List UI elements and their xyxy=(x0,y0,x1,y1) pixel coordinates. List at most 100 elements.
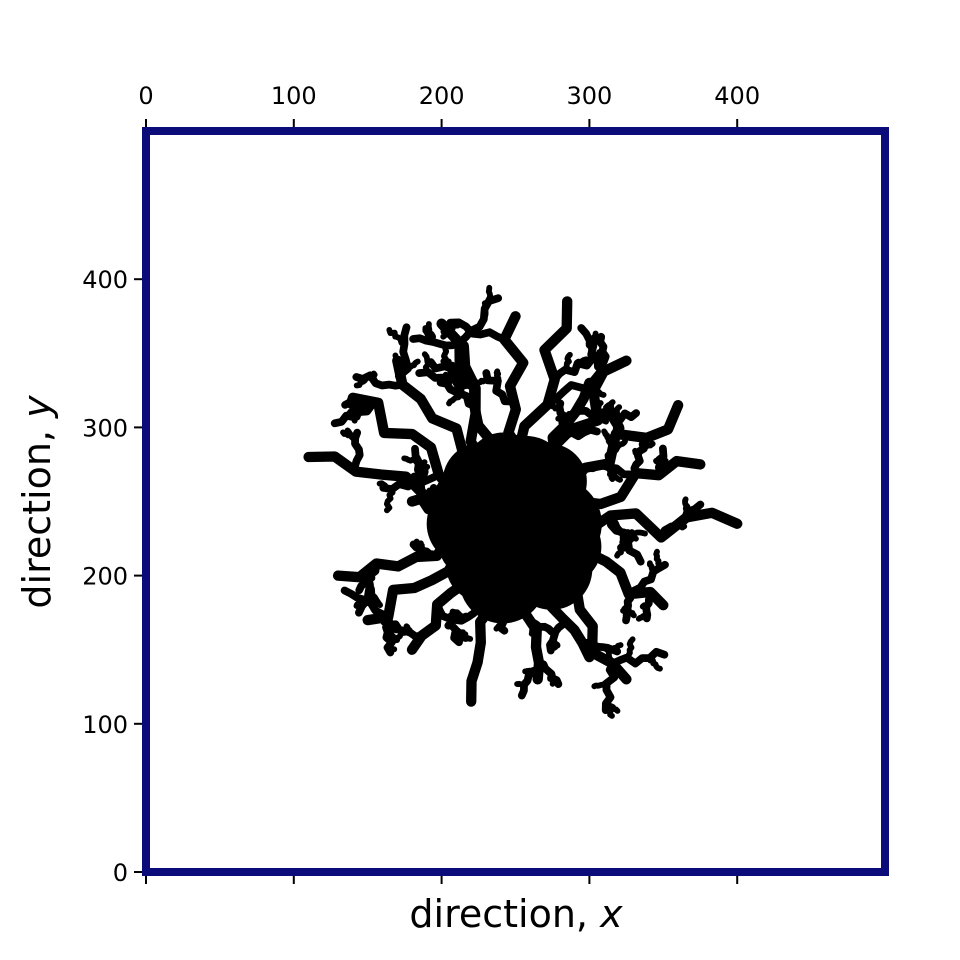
cluster-branch xyxy=(608,647,669,668)
cluster-branch xyxy=(657,500,705,542)
cluster-branch xyxy=(637,611,651,621)
plot-area xyxy=(142,127,889,876)
cluster-branch xyxy=(395,323,412,389)
cluster-branch xyxy=(639,600,652,610)
cluster-branch xyxy=(458,376,466,397)
y-axis-label: direction, y xyxy=(15,395,59,609)
cluster-branch xyxy=(340,586,393,621)
cluster-branch xyxy=(367,585,375,607)
x-axis-ticks: 0 100 200 300 400 xyxy=(138,82,760,884)
y-tick-label: 200 xyxy=(82,563,128,591)
y-axis-ticks: 0 100 200 300 400 xyxy=(82,266,142,887)
cluster-branch xyxy=(458,340,509,487)
cluster-branch xyxy=(347,396,358,409)
cluster-branch xyxy=(602,700,621,714)
cluster-branch xyxy=(370,370,379,387)
cluster-branch xyxy=(529,619,537,634)
x-tick-label: 200 xyxy=(419,82,465,110)
cluster-branch xyxy=(605,464,624,483)
cluster-branch xyxy=(376,480,395,493)
cluster-branch xyxy=(548,670,556,687)
cluster-branch xyxy=(403,623,414,636)
cluster-branch xyxy=(546,614,568,655)
cluster-branch xyxy=(575,355,601,365)
cluster-branch xyxy=(303,451,479,516)
cluster-branch xyxy=(351,409,363,424)
cluster-branch xyxy=(624,606,637,619)
cluster-branch xyxy=(555,415,566,423)
cluster-branch xyxy=(384,644,398,653)
cluster-branch xyxy=(392,352,411,372)
cluster-branch xyxy=(601,428,613,444)
cluster-branch xyxy=(646,560,657,575)
x-tick-label: 100 xyxy=(271,82,317,110)
cluster-branch xyxy=(517,659,544,700)
cluster-branch xyxy=(440,345,450,370)
cluster-branch xyxy=(383,486,396,514)
cluster-branch xyxy=(597,349,609,360)
x-tick-label: 0 xyxy=(138,82,153,110)
cluster-branch xyxy=(347,392,486,502)
cluster-branch xyxy=(620,602,632,614)
cluster-branch xyxy=(491,608,501,621)
y-axis-label-text: direction, xyxy=(15,418,59,609)
x-axis-label-variable: x xyxy=(599,892,623,936)
cluster-branch xyxy=(442,371,454,393)
cluster-branch xyxy=(587,412,597,433)
cluster-branch xyxy=(623,529,648,538)
cluster-branch xyxy=(682,496,691,515)
cluster-branch xyxy=(392,355,495,493)
cluster-branch xyxy=(593,354,607,365)
cluster-branch xyxy=(640,440,656,452)
plot-frame xyxy=(142,127,889,876)
cluster-branch xyxy=(449,608,471,621)
cluster-branch xyxy=(609,642,624,653)
cluster-branch xyxy=(657,457,669,467)
cluster-branch xyxy=(353,596,368,609)
cluster-branch xyxy=(653,548,663,572)
cluster-branch xyxy=(353,372,374,389)
cluster-branch xyxy=(452,626,469,638)
cluster-branch xyxy=(451,633,474,643)
cluster-branch xyxy=(549,403,564,413)
cluster-branch xyxy=(598,402,612,418)
x-axis-label-text: direction, xyxy=(409,892,600,936)
y-tick-label: 0 xyxy=(113,859,128,887)
y-tick-label: 100 xyxy=(82,711,128,739)
cluster-branch xyxy=(554,507,743,543)
cluster-branch xyxy=(392,627,409,644)
cluster-branch xyxy=(593,400,604,416)
cluster-branch xyxy=(552,455,706,516)
cluster-branch xyxy=(411,444,430,501)
y-tick-label: 300 xyxy=(82,414,128,442)
cluster-branch xyxy=(427,358,479,389)
cluster-branch xyxy=(514,680,527,688)
y-axis-label-variable: y xyxy=(15,395,59,419)
cluster-branch xyxy=(668,522,688,531)
cluster-branch xyxy=(612,438,628,452)
cluster-branch xyxy=(413,538,423,553)
cluster-branch xyxy=(632,447,642,460)
cluster-branch xyxy=(522,611,556,636)
cluster-branch xyxy=(417,463,431,487)
cluster-branch xyxy=(623,636,636,661)
cluster-branch xyxy=(414,459,428,473)
cluster-branch xyxy=(590,330,599,349)
x-tick-label: 300 xyxy=(566,82,612,110)
cluster-branch xyxy=(362,542,484,626)
cluster-branch xyxy=(425,321,437,345)
cluster-branch xyxy=(427,499,440,507)
x-tick-label: 400 xyxy=(714,82,760,110)
cluster-branch xyxy=(409,334,464,350)
cluster-branch xyxy=(466,561,510,707)
x-axis-label: direction, x xyxy=(409,892,623,936)
cluster-branch xyxy=(386,326,408,347)
cluster-branch xyxy=(401,455,422,466)
cluster-branch xyxy=(485,284,494,305)
cluster-branch xyxy=(340,429,359,442)
cluster-branch xyxy=(473,377,491,386)
cluster-branch xyxy=(617,536,627,552)
cluster-branch xyxy=(646,655,663,672)
cluster-branch xyxy=(426,487,437,498)
